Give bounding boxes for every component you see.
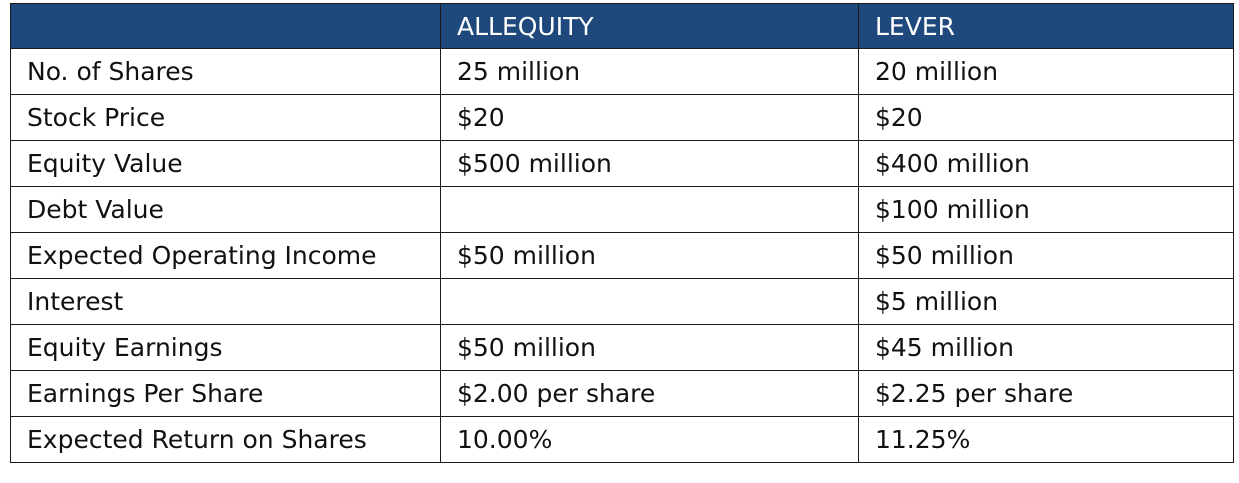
header-cell-lever: LEVER (858, 3, 1234, 49)
allequity-value: $50 million (440, 232, 859, 279)
lever-value: $20 (858, 94, 1234, 141)
table-row: Expected Operating Income $50 million $5… (10, 232, 1234, 279)
comparison-table-container: ALLEQUITY LEVER No. of Shares 25 million… (10, 3, 1234, 463)
row-label: No. of Shares (10, 48, 441, 95)
header-cell-label (10, 3, 441, 49)
lever-value: $45 million (858, 324, 1234, 371)
table-row: Expected Return on Shares 10.00% 11.25% (10, 416, 1234, 463)
table-body: No. of Shares 25 million 20 million Stoc… (10, 48, 1234, 463)
table-row: No. of Shares 25 million 20 million (10, 48, 1234, 95)
row-label: Earnings Per Share (10, 370, 441, 417)
lever-value: $2.25 per share (858, 370, 1234, 417)
lever-value: $100 million (858, 186, 1234, 233)
allequity-value: $50 million (440, 324, 859, 371)
lever-value: 11.25% (858, 416, 1234, 463)
lever-value: $50 million (858, 232, 1234, 279)
table-row: Debt Value $100 million (10, 186, 1234, 233)
table-row: Stock Price $20 $20 (10, 94, 1234, 141)
row-label: Expected Return on Shares (10, 416, 441, 463)
row-label: Debt Value (10, 186, 441, 233)
table-row: Interest $5 million (10, 278, 1234, 325)
table-header: ALLEQUITY LEVER (10, 3, 1234, 49)
row-label: Expected Operating Income (10, 232, 441, 279)
header-cell-allequity: ALLEQUITY (440, 3, 859, 49)
allequity-value (440, 278, 859, 325)
row-label: Equity Value (10, 140, 441, 187)
allequity-value: $500 million (440, 140, 859, 187)
table-row: Earnings Per Share $2.00 per share $2.25… (10, 370, 1234, 417)
allequity-value: 10.00% (440, 416, 859, 463)
allequity-value: 25 million (440, 48, 859, 95)
table-row: Equity Earnings $50 million $45 million (10, 324, 1234, 371)
row-label: Equity Earnings (10, 324, 441, 371)
lever-value: 20 million (858, 48, 1234, 95)
lever-value: $5 million (858, 278, 1234, 325)
table-row: Equity Value $500 million $400 million (10, 140, 1234, 187)
comparison-table: ALLEQUITY LEVER No. of Shares 25 million… (10, 3, 1234, 463)
allequity-value: $20 (440, 94, 859, 141)
row-label: Stock Price (10, 94, 441, 141)
allequity-value: $2.00 per share (440, 370, 859, 417)
header-row: ALLEQUITY LEVER (10, 3, 1234, 49)
allequity-value (440, 186, 859, 233)
lever-value: $400 million (858, 140, 1234, 187)
row-label: Interest (10, 278, 441, 325)
